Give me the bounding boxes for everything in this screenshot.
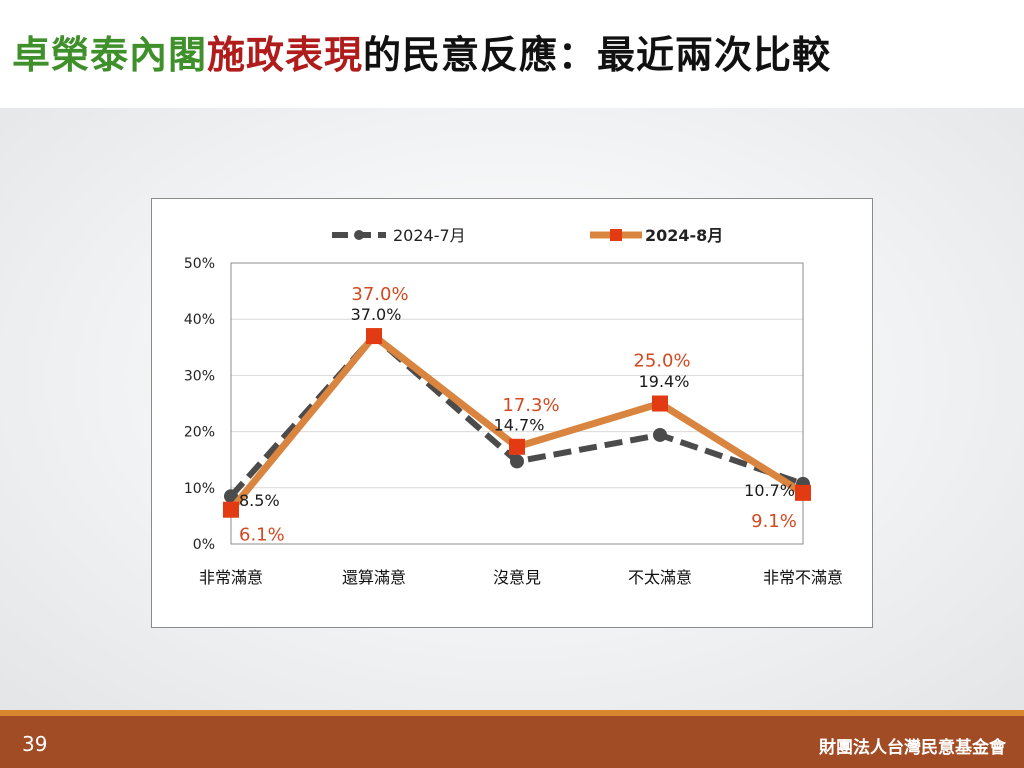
y-tick-label: 0% [193,537,215,553]
data-labels: 8.5% 37.0% 14.7% 19.4% 10.7% 6.1% 37.0% 17.3% 25… [239,284,797,546]
x-tick-label: 不太滿意 [628,568,692,587]
series-layer [223,328,811,518]
data-label-2024-07: 8.5% [239,491,280,510]
data-point-2024-08 [366,328,382,345]
legend: 2024-7月 2024-8月 [332,226,723,245]
data-label-2024-07: 14.7% [494,415,545,434]
data-point-2024-07 [510,454,524,469]
grid-layer [231,318,803,489]
organization-name: 財團法人台灣民意基金會 [819,738,1006,758]
title-bar: 卓榮泰內閣施政表現的民意反應：最近兩次比較 [0,0,1024,108]
x-tick-label: 非常不滿意 [763,568,843,587]
legend-marker [354,230,364,240]
plot-area [230,262,804,545]
y-axis-ticks: 0% 10% 20% 30% 40% 50% [184,256,215,553]
y-tick-label: 50% [184,256,215,272]
data-point-2024-08 [795,484,811,501]
x-axis-ticks: 非常滿意 還算滿意 沒意見 不太滿意 非常不滿意 [199,568,843,587]
y-tick-label: 40% [184,312,215,328]
legend-label: 2024-8月 [645,226,723,245]
data-label-2024-08: 37.0% [351,284,408,305]
data-label-2024-07: 19.4% [639,372,690,391]
page-number: 39 [22,732,48,756]
y-tick-label: 30% [184,368,215,384]
x-tick-label: 非常滿意 [199,568,263,587]
x-tick-label: 沒意見 [493,568,541,587]
data-point-2024-08 [652,395,668,412]
y-tick-label: 10% [184,481,215,497]
legend-label: 2024-7月 [393,226,466,245]
title-segment-performance: 施政表現 [207,33,364,77]
y-tick-label: 20% [184,425,215,441]
legend-marker [610,229,622,241]
title-segment-cabinet: 卓榮泰內閣 [12,33,208,77]
data-label-2024-08: 6.1% [239,525,285,546]
data-point-2024-08 [509,438,525,455]
data-point-2024-08 [223,501,239,518]
data-point-2024-07 [224,489,238,504]
slide-title: 卓榮泰內閣施政表現的民意反應：最近兩次比較 [12,24,831,79]
data-label-2024-07: 10.7% [744,481,795,500]
data-label-2024-08: 9.1% [751,511,797,532]
footer-accent-line [0,710,1024,716]
data-label-2024-07: 37.0% [351,305,402,324]
line-chart: 0% 10% 20% 30% 40% 50% 非常滿意 還算滿意 沒意見 不太滿意 非常不滿意 2… [184,226,843,587]
data-label-2024-08: 25.0% [633,351,690,372]
x-tick-label: 還算滿意 [342,568,406,587]
data-point-2024-07 [653,427,667,442]
footer-bar: 39 財團法人台灣民意基金會 [0,716,1024,768]
data-label-2024-08: 17.3% [502,395,559,416]
chart-frame: 0% 10% 20% 30% 40% 50% 非常滿意 還算滿意 沒意見 不太滿意 非常不滿意 2… [151,198,873,628]
title-segment-rest: 的民意反應：最近兩次比較 [363,33,832,77]
